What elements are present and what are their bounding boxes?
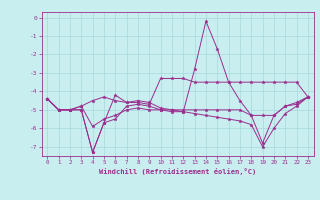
X-axis label: Windchill (Refroidissement éolien,°C): Windchill (Refroidissement éolien,°C) [99, 168, 256, 175]
